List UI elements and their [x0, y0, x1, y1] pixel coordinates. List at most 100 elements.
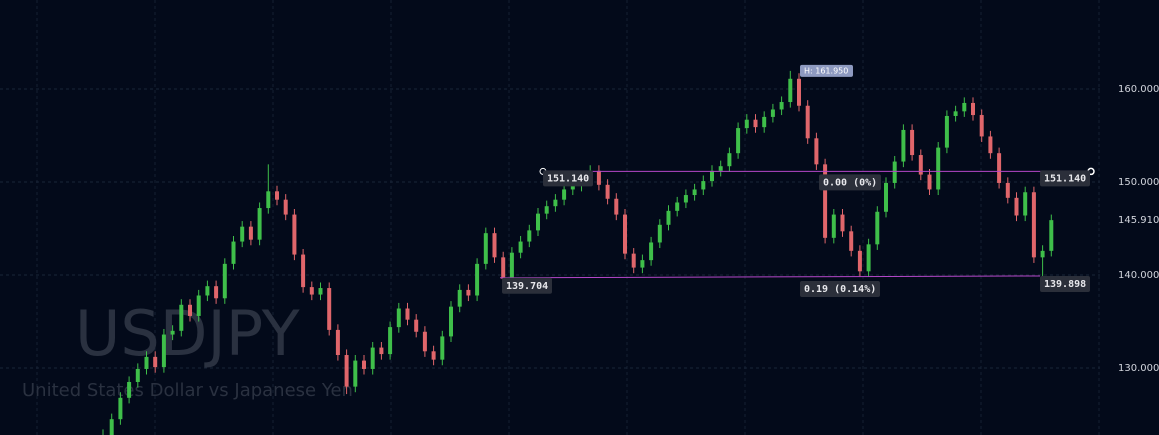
candle-body [422, 331, 427, 352]
candle-body [483, 233, 488, 264]
candle-body [823, 164, 828, 238]
candle-body [753, 119, 758, 128]
upper-level-right-label-box [1040, 170, 1090, 187]
candle-body [605, 184, 610, 199]
candle-body [344, 355, 349, 387]
candle-body [831, 214, 836, 238]
candle-body [614, 198, 619, 215]
candle-body [527, 230, 532, 242]
candle-body [283, 199, 288, 215]
upper-level-left-label-box [543, 170, 593, 187]
y-tick-label: 150.000 [1118, 177, 1159, 188]
candle-body [109, 419, 114, 435]
candle-body [1014, 197, 1019, 216]
candle-body [918, 155, 923, 175]
watermark-symbol: USDJPY [75, 297, 300, 370]
candle-body [196, 295, 201, 316]
candle-body [675, 202, 680, 211]
candle-body [997, 153, 1002, 183]
candle-body [988, 136, 993, 154]
candle-body [135, 368, 140, 382]
candle-body [840, 214, 845, 232]
candle-body [440, 336, 445, 360]
candle-body [275, 191, 279, 200]
candle-body [562, 189, 567, 200]
candle-body [779, 102, 784, 110]
candle-body [683, 195, 688, 203]
candle-body [727, 153, 732, 167]
candle-body [805, 105, 810, 139]
high-label-box [800, 64, 853, 77]
y-tick-label: 130.000 [1118, 363, 1159, 374]
candle-body [901, 129, 906, 162]
candle-body [449, 306, 453, 337]
candle-body [770, 109, 775, 117]
candle-body [353, 360, 358, 387]
candle-body [396, 308, 401, 328]
candle-body [666, 210, 671, 225]
candle-body [623, 214, 627, 254]
candle-body [327, 288, 332, 330]
candle-body [509, 252, 514, 279]
candle-body [292, 214, 297, 255]
candle-body [857, 250, 862, 272]
candle-body [892, 161, 897, 183]
candle-body [814, 138, 819, 165]
candle-body [431, 351, 436, 360]
candle-body [553, 199, 558, 207]
candle-body [849, 231, 854, 251]
candle-body [161, 334, 166, 368]
upper-level-change-box [819, 174, 881, 191]
candle-body [318, 288, 323, 295]
upper-level-right-label: 151.140 [1044, 173, 1086, 184]
candle-body [971, 102, 975, 116]
candle-body [736, 128, 741, 154]
candle-body [466, 289, 471, 296]
candle-body [1023, 192, 1028, 216]
candle-body [266, 191, 271, 209]
y-tick-label: 140.000 [1118, 270, 1159, 281]
candle-body [631, 253, 636, 268]
candle-body [179, 304, 184, 331]
candle-body [214, 286, 219, 299]
candle-body [144, 356, 149, 369]
candle-body [170, 330, 175, 335]
candle-body [649, 242, 654, 261]
candle-body [544, 206, 549, 214]
lower-level-left-label-box [502, 277, 552, 294]
candle-body [692, 189, 697, 196]
candle-body [1049, 220, 1054, 251]
candle-body [127, 381, 132, 398]
candle-body [884, 182, 888, 212]
lower-level-change-box [800, 280, 880, 297]
candle-body [118, 397, 123, 420]
candle-body [379, 347, 384, 355]
candle-body [188, 304, 192, 316]
candle-body [335, 329, 340, 356]
high-label: H: 161.950 [804, 66, 848, 75]
candle-body [536, 213, 540, 231]
upper-level-change: 0.00 (0%) [823, 177, 877, 188]
candle-body [231, 241, 236, 264]
upper-level-left-label: 151.140 [547, 173, 589, 184]
candle-body [744, 119, 749, 129]
candle-body [301, 254, 306, 288]
candle-body [475, 263, 480, 296]
candle-body [457, 289, 462, 307]
candle-body [936, 147, 941, 190]
candle-body [309, 287, 314, 295]
lower-level-line [499, 275, 1041, 279]
last-price-label: 145.910 [1118, 215, 1159, 226]
candle-body [788, 78, 793, 103]
candle-body [1005, 182, 1010, 198]
candle-body [388, 327, 393, 355]
candle-body [370, 347, 375, 369]
candle-body [701, 181, 706, 190]
candle-body [762, 116, 767, 128]
candle-body [910, 129, 915, 156]
candle-body [797, 78, 801, 106]
candle-body [1040, 250, 1045, 258]
candle-body [1031, 192, 1036, 258]
